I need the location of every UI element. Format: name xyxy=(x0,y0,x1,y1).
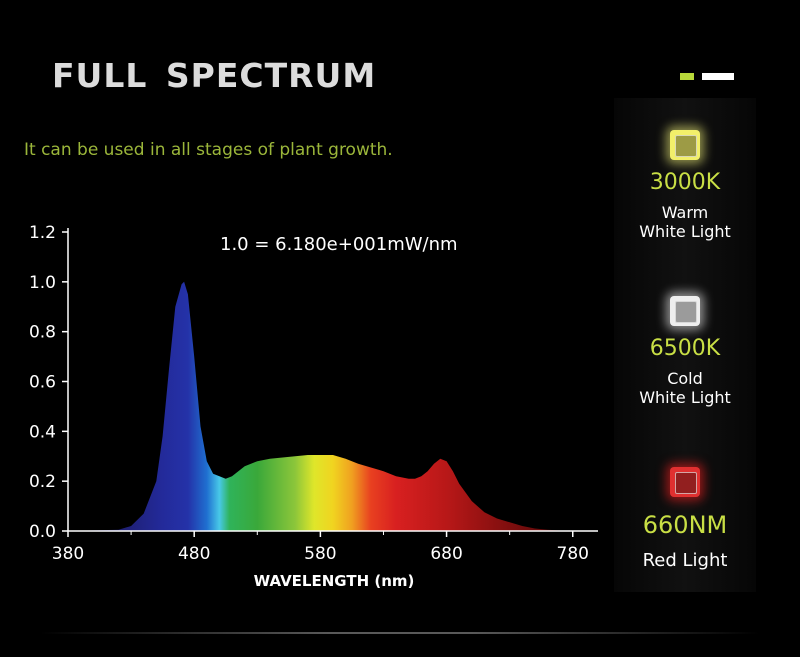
legend-value: 3000K xyxy=(649,170,721,195)
y-tick-label: 0.4 xyxy=(29,422,56,442)
x-tick-label: 580 xyxy=(304,544,336,564)
legend-value: 660NM xyxy=(642,511,728,539)
legend-desc-line1: Red Light xyxy=(642,550,728,571)
legend-desc-line2: White Light xyxy=(639,388,731,407)
indicator-dash-green xyxy=(680,73,694,80)
legend-item-red: 660NM Red Light xyxy=(614,467,756,570)
page-title: FULL SPECTRUM xyxy=(52,56,377,95)
led-chip-icon xyxy=(670,467,700,497)
y-tick-label: 0.0 xyxy=(29,522,56,542)
y-tick-label: 0.8 xyxy=(29,323,56,343)
led-chip-icon xyxy=(670,130,700,160)
y-tick-label: 1.0 xyxy=(29,273,56,293)
legend-item-cold: 6500K Cold White Light xyxy=(614,296,756,407)
legend-desc-line2: White Light xyxy=(639,222,731,241)
legend-item-warm: 3000K Warm White Light xyxy=(614,130,756,241)
x-axis-label: WAVELENGTH (nm) xyxy=(254,572,415,590)
spectrum-area xyxy=(68,281,573,531)
led-chip-icon xyxy=(670,296,700,326)
led-chip-inner xyxy=(675,472,697,494)
x-tick-label: 480 xyxy=(178,544,210,564)
x-tick-label: 680 xyxy=(430,544,462,564)
legend-desc-line1: Warm xyxy=(661,203,709,222)
x-tick-label: 780 xyxy=(557,544,589,564)
legend-desc-line1: Cold xyxy=(667,369,703,388)
x-tick-label: 380 xyxy=(52,544,84,564)
legend-panel xyxy=(614,98,756,592)
bottom-divider xyxy=(40,632,760,634)
y-tick-label: 0.6 xyxy=(29,373,56,393)
y-tick-label: 0.2 xyxy=(29,472,56,492)
y-tick-label: 1.2 xyxy=(29,223,56,243)
chart-axes: 0.0 0.2 0.4 0.6 0.8 1.0 1.2 380 480 580 680 780 xyxy=(29,223,598,564)
spectrum-chart: 0.0 0.2 0.4 0.6 0.8 1.0 1.2 380 480 580 680 780 1.0… xyxy=(29,223,598,590)
led-chip-inner xyxy=(675,135,697,157)
led-chip-inner xyxy=(675,301,697,323)
chart-annotation: 1.0 = 6.180e+001mW/nm xyxy=(220,234,458,255)
page-subtitle: It can be used in all stages of plant gr… xyxy=(24,140,393,160)
indicator-dash-white xyxy=(702,73,734,80)
legend-value: 6500K xyxy=(649,336,721,361)
